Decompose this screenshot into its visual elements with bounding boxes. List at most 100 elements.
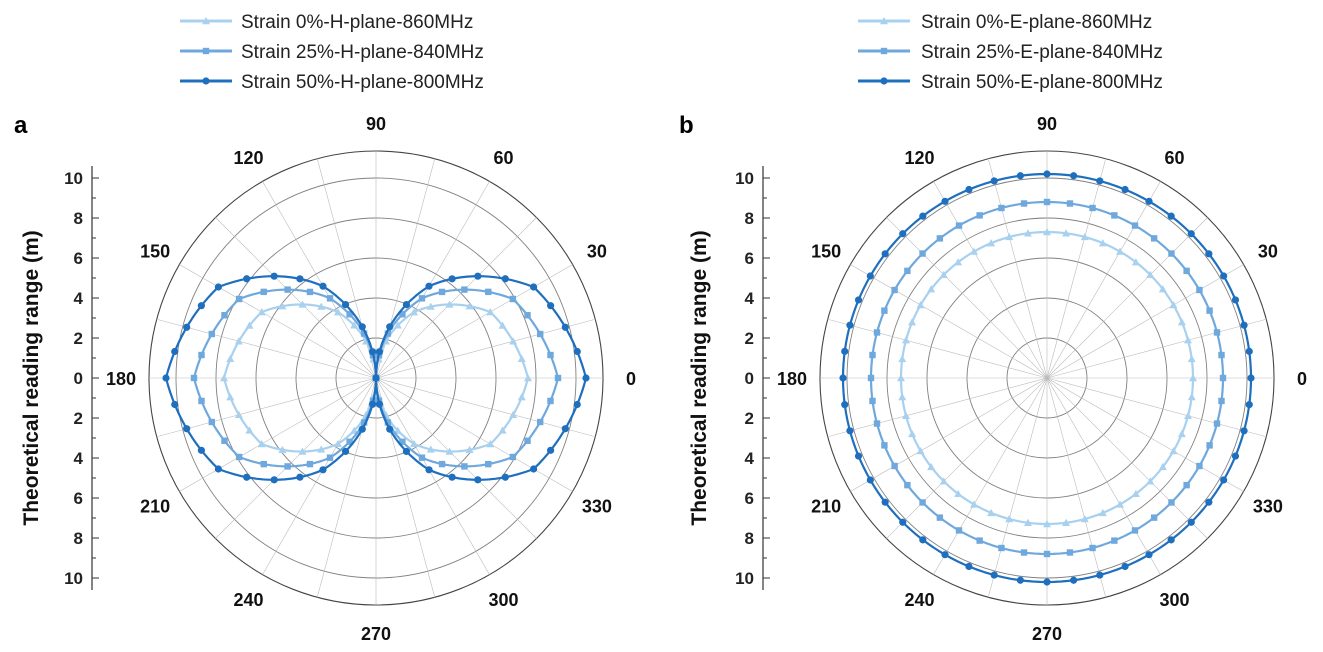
data-point [486, 440, 495, 448]
data-point [919, 250, 926, 257]
data-point [257, 308, 266, 316]
data-point [509, 295, 517, 303]
data-point [899, 518, 907, 526]
data-point [955, 527, 963, 534]
data-point [509, 410, 518, 418]
radial-tick-label: 10 [64, 569, 83, 588]
grid-spoke [156, 318, 377, 379]
data-point [954, 258, 963, 266]
data-point [270, 476, 278, 484]
data-point [970, 247, 978, 255]
legend-marker [202, 47, 210, 55]
grid-spoke [179, 264, 377, 379]
data-point [1089, 544, 1096, 552]
data-point [350, 321, 359, 329]
radial-axis: 0 2 2 4 4 6 6 8 8 10 10 [735, 166, 770, 590]
angle-tick-label: 300 [488, 590, 518, 610]
data-point [445, 447, 454, 455]
angle-tick-label: 120 [904, 148, 934, 168]
data-point [530, 283, 538, 291]
data-point [1146, 477, 1155, 485]
panel-label: b [679, 112, 694, 139]
data-point [501, 473, 509, 481]
data-point [919, 212, 927, 220]
data-point [846, 321, 854, 329]
data-point [221, 437, 228, 444]
data-point [965, 185, 973, 194]
data-point [234, 337, 243, 345]
data-point [386, 425, 394, 433]
data-point [485, 460, 492, 468]
grid-spoke [1046, 377, 1208, 539]
grid-spoke [850, 377, 1048, 492]
data-point [1218, 397, 1225, 405]
legend-marker [880, 17, 888, 25]
data-point [1016, 576, 1024, 584]
series-triangle [897, 228, 1197, 528]
data-point [936, 235, 944, 242]
data-point [517, 393, 526, 401]
grid-spoke [375, 217, 537, 379]
grid-spoke [1046, 377, 1107, 598]
y-axis-label: Theoretical reading range (m) [20, 230, 43, 525]
data-point [537, 418, 544, 426]
data-point [1020, 549, 1028, 556]
data-point [1183, 267, 1190, 275]
grid-spoke [1046, 377, 1267, 438]
data-point [919, 536, 927, 544]
data-point [965, 562, 973, 571]
data-point [368, 400, 377, 408]
data-point [298, 447, 307, 455]
radial-tick-label: 0 [74, 369, 83, 388]
data-point [346, 311, 353, 318]
data-point [220, 374, 228, 382]
data-point [1145, 197, 1153, 205]
data-point [537, 330, 544, 338]
data-point [208, 418, 215, 426]
radial-tick-label: 4 [745, 289, 755, 308]
grid-spoke [933, 181, 1048, 379]
data-point [941, 551, 949, 559]
data-point [1043, 520, 1051, 528]
grid-spoke [1046, 217, 1208, 379]
data-point [171, 400, 179, 409]
data-point [866, 272, 874, 280]
data-point [1062, 229, 1071, 237]
data-point [360, 330, 368, 337]
angle-tick-label: 150 [140, 242, 170, 262]
data-point [941, 197, 949, 205]
legend-label: Strain 50%-E-plane-800MHz [921, 72, 1163, 93]
data-point [438, 460, 446, 468]
data-point [319, 466, 327, 474]
data-point [171, 347, 179, 356]
radial-tick-label: 8 [74, 209, 83, 228]
data-point [524, 374, 532, 382]
data-point [1184, 336, 1193, 344]
data-point [298, 300, 307, 308]
data-point [418, 295, 426, 302]
data-point [474, 272, 482, 280]
data-point [998, 544, 1005, 552]
data-point [1023, 229, 1032, 237]
data-point [1187, 393, 1196, 401]
data-point [296, 473, 304, 481]
data-point [582, 374, 590, 382]
data-point [296, 275, 304, 283]
grid-spoke [827, 377, 1048, 438]
radial-tick-label: 6 [745, 489, 754, 508]
data-point [547, 397, 554, 405]
data-point [891, 462, 898, 470]
data-point [1213, 329, 1221, 336]
data-point [841, 401, 849, 409]
series-circle [839, 170, 1255, 586]
legend-marker [880, 77, 888, 85]
y-axis-label: Theoretical reading range (m) [688, 230, 711, 525]
grid-spoke [262, 181, 377, 379]
data-point [1131, 527, 1139, 534]
data-point [530, 465, 538, 473]
data-point [1150, 235, 1158, 242]
grid-spoke [1046, 377, 1161, 575]
data-point [448, 275, 456, 283]
data-point [319, 282, 327, 290]
radial-axis: 0 2 2 4 4 6 6 8 8 10 10 [64, 166, 99, 590]
